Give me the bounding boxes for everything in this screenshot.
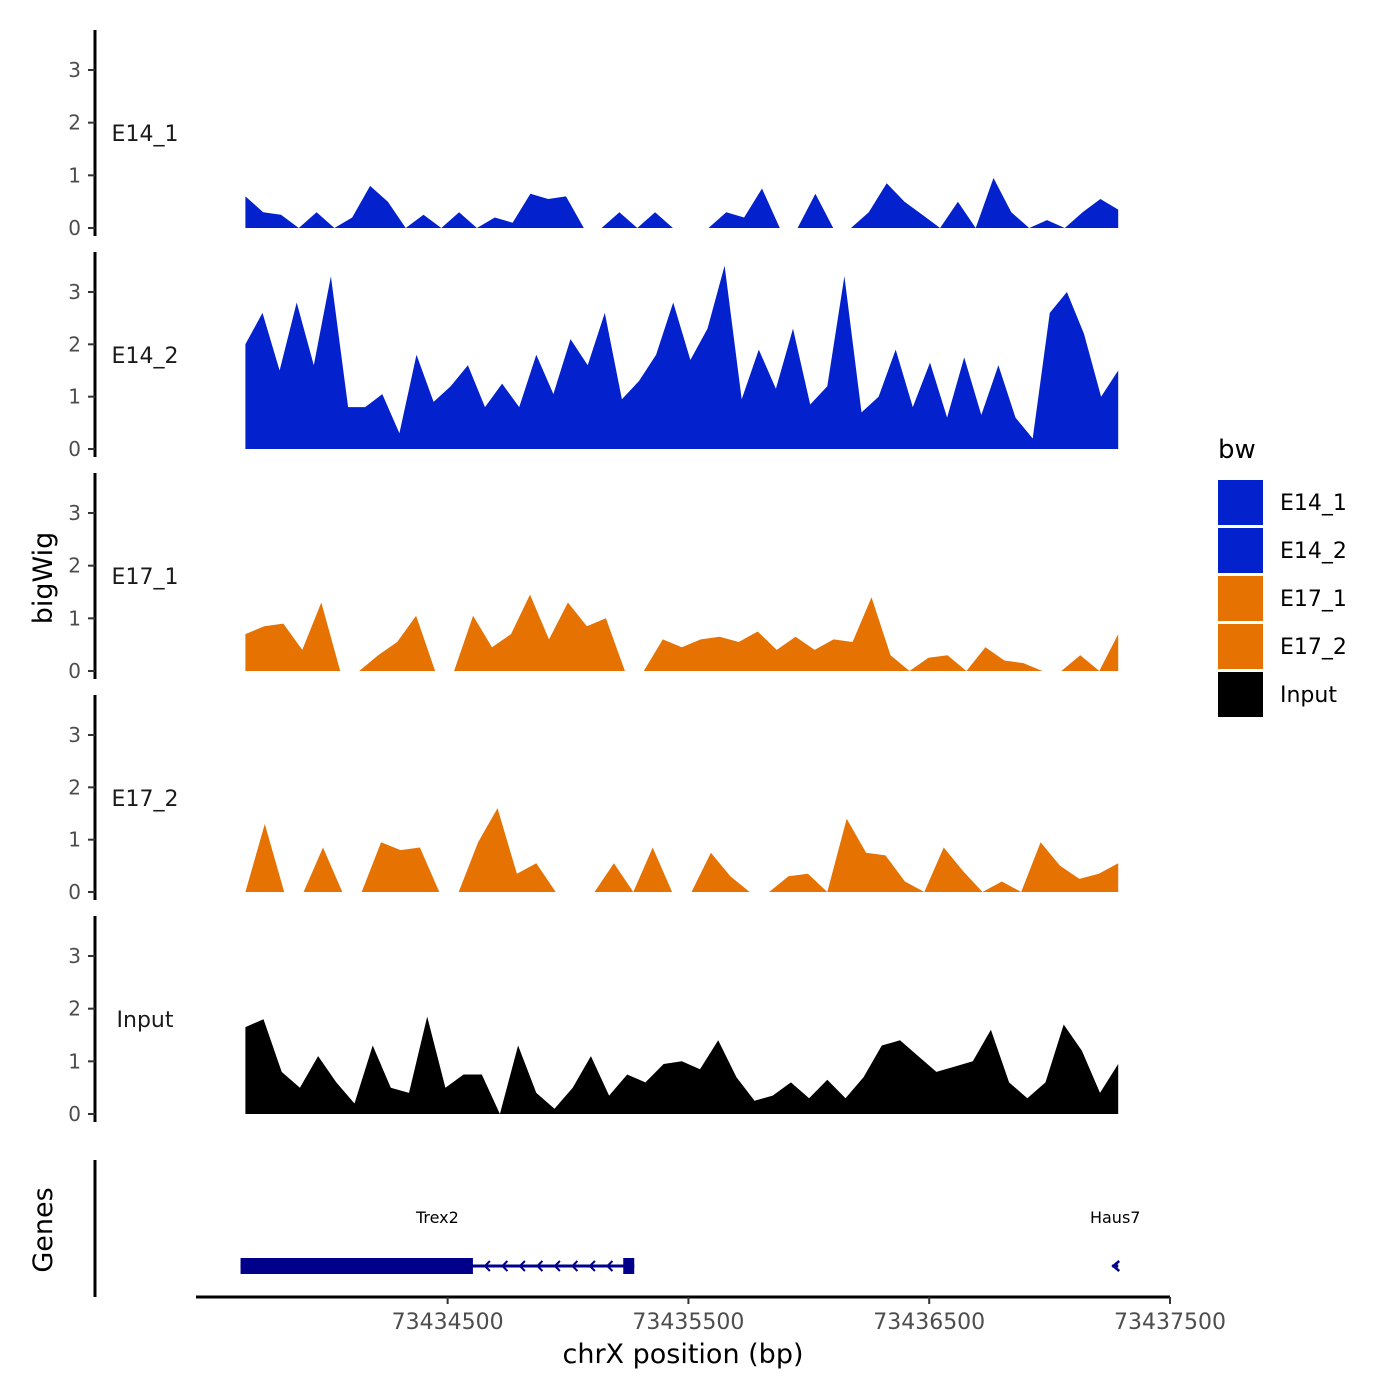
coverage-area-e17_1 [245, 594, 1119, 671]
coverage-area-e14_1 [245, 178, 1119, 228]
y-tick-label: 2 [68, 554, 81, 578]
y-tick-label: 0 [68, 1102, 81, 1126]
legend-label-e17_1: E17_1 [1280, 587, 1347, 612]
track-label-e14_1: E14_1 [112, 122, 179, 147]
x-tick-label: 73436500 [873, 1310, 985, 1335]
legend-swatch-e17_1 [1218, 576, 1263, 621]
y-tick-label: 1 [68, 163, 81, 187]
legend-swatch-e17_2 [1218, 624, 1263, 669]
gene-utr-trex2 [623, 1258, 635, 1274]
legend-label-e14_2: E14_2 [1280, 539, 1347, 564]
x-tick-label: 73435500 [632, 1310, 744, 1335]
track-label-e17_1: E17_1 [112, 565, 179, 590]
legend-label-input: Input [1280, 683, 1337, 708]
strand-arrow-icon [1111, 1260, 1121, 1272]
gene-exon-trex2 [240, 1258, 473, 1274]
coverage-area-e14_2 [245, 265, 1119, 449]
strand-arrow-icon [570, 1260, 579, 1272]
legend-swatch-e14_2 [1218, 528, 1263, 573]
y-tick-label: 0 [68, 216, 81, 240]
gene-label-trex2: Trex2 [415, 1208, 459, 1227]
legend-title: bw [1218, 435, 1256, 465]
genes-track-title: Genes [28, 1187, 59, 1272]
strand-arrow-icon [518, 1260, 526, 1272]
coverage-area-e17_2 [245, 808, 1119, 892]
y-tick-label: 3 [68, 280, 81, 304]
legend-swatch-e14_1 [1218, 480, 1263, 525]
y-tick-label: 3 [68, 723, 81, 747]
legend-swatch-input [1218, 672, 1263, 717]
y-tick-label: 1 [68, 606, 81, 630]
gene-label-haus7: Haus7 [1090, 1208, 1141, 1227]
legend-label-e17_2: E17_2 [1280, 635, 1347, 660]
y-tick-label: 0 [68, 880, 81, 904]
legend-label-e14_1: E14_1 [1280, 491, 1347, 516]
y-tick-label: 3 [68, 58, 81, 82]
track-label-e14_2: E14_2 [112, 344, 179, 369]
y-tick-label: 1 [68, 828, 81, 852]
y-tick-label: 2 [68, 332, 81, 356]
y-tick-label: 2 [68, 775, 81, 799]
y-axis-title: bigWig [28, 532, 59, 625]
strand-arrow-icon [483, 1260, 491, 1272]
y-tick-label: 1 [68, 385, 81, 409]
y-tick-label: 3 [68, 501, 81, 525]
track-label-e17_2: E17_2 [112, 787, 179, 812]
strand-arrow-icon [500, 1260, 509, 1272]
y-tick-label: 3 [68, 944, 81, 968]
y-tick-label: 0 [68, 437, 81, 461]
y-tick-label: 2 [68, 997, 81, 1021]
track-label-input: Input [117, 1008, 174, 1033]
coverage-area-input [245, 1016, 1119, 1114]
y-tick-label: 1 [68, 1049, 81, 1073]
strand-arrow-icon [588, 1260, 596, 1272]
x-tick-label: 73437500 [1114, 1310, 1226, 1335]
strand-arrow-icon [605, 1260, 614, 1272]
x-axis-title: chrX position (bp) [562, 1339, 803, 1370]
y-tick-label: 2 [68, 111, 81, 135]
strand-arrow-icon [535, 1260, 544, 1272]
strand-arrow-icon [553, 1260, 561, 1272]
x-tick-label: 73434500 [392, 1310, 504, 1335]
y-tick-label: 0 [68, 659, 81, 683]
